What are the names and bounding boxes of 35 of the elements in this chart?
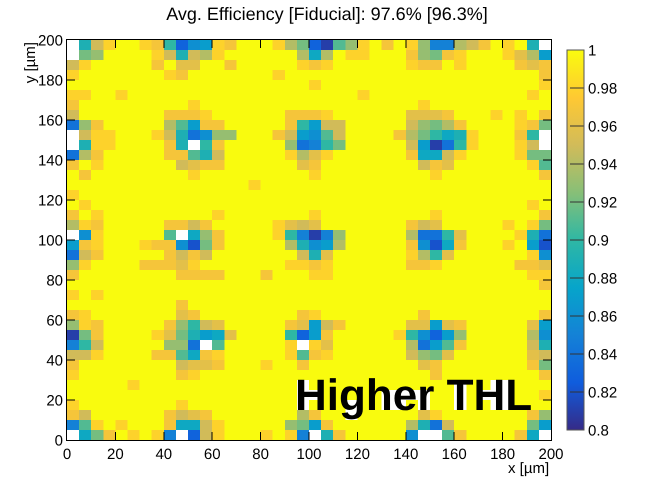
x-tick-label: 120 bbox=[344, 446, 370, 463]
x-axis-title: x [µm] bbox=[508, 460, 550, 477]
x-tick-label: 180 bbox=[490, 446, 516, 463]
color-bar-label: 0.98 bbox=[588, 80, 618, 98]
color-bar-label: 0.8 bbox=[588, 422, 609, 440]
x-tick-label: 100 bbox=[296, 446, 322, 463]
y-tick-label: 20 bbox=[46, 392, 63, 410]
y-tick-label: 0 bbox=[54, 432, 63, 450]
chart-title: Avg. Efficiency [Fiducial]: 97.6% [96.3%] bbox=[166, 4, 488, 24]
color-bar-label: 0.94 bbox=[588, 156, 618, 174]
x-tick-label: 160 bbox=[442, 446, 467, 463]
y-tick-label: 200 bbox=[38, 32, 63, 50]
x-tick-label: 20 bbox=[107, 446, 124, 463]
color-bar-label: 0.96 bbox=[588, 118, 618, 136]
y-tick-label: 120 bbox=[38, 192, 63, 210]
x-tick-label: 60 bbox=[204, 446, 221, 463]
y-tick-label: 40 bbox=[46, 352, 63, 370]
color-bar-label: 0.84 bbox=[588, 346, 618, 364]
color-bar-label: 0.82 bbox=[588, 384, 618, 402]
x-tick-label: 80 bbox=[252, 446, 269, 463]
x-tick-label: 140 bbox=[393, 446, 418, 463]
color-bar-label: 1 bbox=[588, 42, 596, 60]
color-bar-label: 0.92 bbox=[588, 194, 618, 212]
y-tick-label: 80 bbox=[46, 272, 63, 290]
y-tick-label: 140 bbox=[38, 152, 63, 170]
y-tick-label: 160 bbox=[38, 112, 63, 130]
x-tick-label: 40 bbox=[155, 446, 172, 463]
color-bar-label: 0.86 bbox=[588, 308, 618, 326]
y-axis-title: y [µm] bbox=[22, 42, 40, 84]
color-bar-label: 0.88 bbox=[588, 270, 618, 288]
y-tick-label: 180 bbox=[38, 72, 63, 90]
color-bar-label: 0.9 bbox=[588, 232, 609, 250]
x-tick-label: 200 bbox=[538, 446, 564, 463]
y-tick-label: 100 bbox=[38, 232, 63, 250]
y-tick-label: 60 bbox=[46, 312, 63, 330]
